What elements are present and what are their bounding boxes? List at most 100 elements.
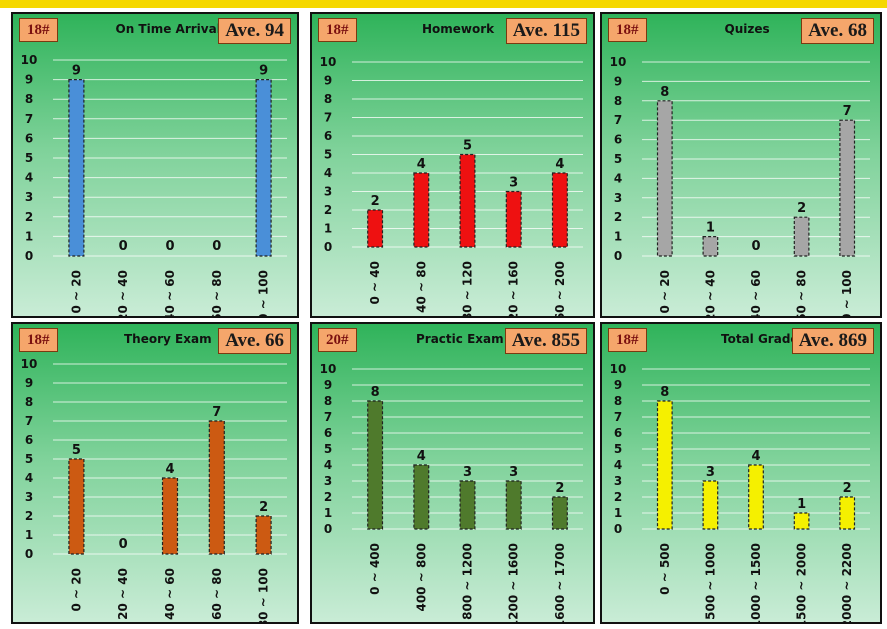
y-tick-label: 5 [25, 151, 33, 165]
bar-value-label: 4 [555, 157, 564, 172]
chart-title: Homework [422, 22, 495, 36]
y-tick-label: 4 [25, 171, 33, 185]
y-tick-label: 3 [25, 190, 33, 204]
bar [367, 400, 384, 530]
y-tick-label: 9 [25, 73, 33, 87]
x-tick-label: 2000 ~ 2200 [840, 543, 854, 622]
y-tick-label: 4 [25, 471, 33, 485]
x-tick-label: 60 ~ 80 [210, 568, 224, 620]
y-tick-label: 9 [614, 74, 622, 88]
x-tick-label: 40 ~ 60 [163, 270, 177, 316]
x-tick-label: 0 ~ 20 [658, 270, 672, 313]
y-tick-label: 7 [324, 410, 332, 424]
y-tick-label: 6 [25, 131, 33, 145]
bar-value-label: 8 [660, 385, 669, 400]
y-tick-label: 0 [614, 522, 622, 536]
y-tick-label: 2 [614, 210, 622, 224]
y-tick-label: 2 [25, 509, 33, 523]
count-badge: 18# [318, 18, 357, 42]
x-tick-label: 120 ~ 160 [507, 261, 521, 316]
y-tick-label: 10 [320, 362, 337, 376]
bar-value-label: 7 [212, 405, 221, 420]
average-badge: Ave. 94 [218, 18, 291, 44]
y-tick-label: 2 [25, 210, 33, 224]
y-tick-label: 5 [614, 152, 622, 166]
y-tick-label: 3 [614, 191, 622, 205]
x-tick-label: 80 ~ 120 [461, 261, 475, 316]
count-badge: 18# [608, 328, 647, 352]
bar-value-label: 9 [259, 64, 268, 79]
chart-panel-total-grade: 18# Total Grade Ave. 869 0 1 2 3 4 5 6 7 8 9 10 8 0 … [600, 322, 882, 624]
chart-panel-homework: 18# Homework Ave. 115 0 1 2 3 4 5 6 7 8 9 10 2 0 ~ 4… [310, 12, 595, 318]
y-tick-label: 7 [324, 111, 332, 125]
y-tick-label: 10 [320, 55, 337, 69]
y-tick-label: 4 [614, 171, 622, 185]
y-tick-label: 10 [610, 55, 627, 69]
y-tick-label: 4 [324, 458, 332, 472]
x-tick-label: 400 ~ 800 [414, 543, 428, 612]
x-tick-label: 80 ~ 100 [257, 270, 271, 316]
y-tick-label: 5 [25, 452, 33, 466]
y-tick-label: 10 [610, 362, 627, 376]
y-tick-label: 6 [324, 426, 332, 440]
bar-value-label: 9 [72, 64, 81, 79]
bar-value-label: 2 [843, 481, 852, 496]
bar [702, 236, 719, 257]
y-tick-label: 1 [25, 229, 33, 243]
x-tick-label: 40 ~ 60 [749, 270, 763, 316]
bar-value-label: 1 [706, 221, 715, 236]
y-tick-label: 10 [21, 357, 38, 371]
y-tick-label: 7 [25, 112, 33, 126]
y-tick-label: 3 [324, 185, 332, 199]
y-tick-label: 7 [25, 414, 33, 428]
bar-value-label: 4 [417, 157, 426, 172]
y-tick-label: 0 [25, 547, 33, 561]
y-tick-label: 9 [324, 378, 332, 392]
bar [459, 480, 476, 530]
top-header-strip [0, 0, 887, 8]
y-tick-label: 3 [324, 474, 332, 488]
count-badge: 18# [19, 18, 58, 42]
bar [793, 216, 810, 257]
bar-value-label: 0 [212, 239, 221, 254]
y-tick-label: 8 [614, 94, 622, 108]
x-tick-label: 60 ~ 80 [795, 270, 809, 316]
bar [551, 172, 568, 248]
bar-value-label: 0 [751, 239, 760, 254]
bar-chart: 0 1 2 3 4 5 6 7 8 9 10 9 0 ~ 20 0 20 ~ 40 0 40 ~ 60 0 60 ~… [21, 53, 287, 316]
bar-value-label: 5 [463, 139, 472, 154]
y-tick-label: 6 [324, 129, 332, 143]
x-tick-label: 20 ~ 40 [703, 270, 717, 316]
chart-panel-quizes: 18# Quizes Ave. 68 0 1 2 3 4 5 6 7 8 9 10 8 0 ~ 20 1 2… [600, 12, 882, 318]
y-tick-label: 4 [614, 458, 622, 472]
y-tick-label: 9 [614, 378, 622, 392]
count-badge: 18# [19, 328, 58, 352]
y-tick-label: 0 [614, 249, 622, 263]
y-tick-label: 1 [324, 506, 332, 520]
bar [505, 190, 522, 248]
count-badge: 20# [318, 328, 357, 352]
y-tick-label: 6 [614, 133, 622, 147]
bar [839, 119, 856, 257]
average-badge: Ave. 68 [801, 18, 874, 44]
y-tick-label: 1 [614, 230, 622, 244]
chart-title: On Time Arrival [115, 22, 221, 36]
x-tick-label: 40 ~ 60 [163, 568, 177, 620]
y-tick-label: 0 [25, 249, 33, 263]
bar-value-label: 4 [417, 449, 426, 464]
y-tick-label: 10 [21, 53, 38, 67]
y-tick-label: 1 [25, 528, 33, 542]
x-tick-label: 0 ~ 500 [658, 543, 672, 595]
chart-panel-on-time-arrival: 18# On Time Arrival Ave. 94 0 1 2 3 4 5 6 7 8 9 10… [11, 12, 299, 318]
chart-title: Practic Exam [416, 332, 504, 346]
bar-value-label: 7 [843, 104, 852, 119]
y-tick-label: 9 [324, 74, 332, 88]
average-badge: Ave. 66 [218, 328, 291, 354]
chart-title: Quizes [724, 22, 770, 36]
average-badge: Ave. 855 [504, 328, 587, 354]
bar-chart: 0 1 2 3 4 5 6 7 8 9 10 5 0 ~ 20 0 20 ~ 40 4 40 ~ 60 7 60 ~… [21, 357, 287, 622]
bar [793, 512, 810, 530]
bar [656, 100, 673, 257]
bar [459, 153, 476, 248]
bar [702, 480, 719, 530]
